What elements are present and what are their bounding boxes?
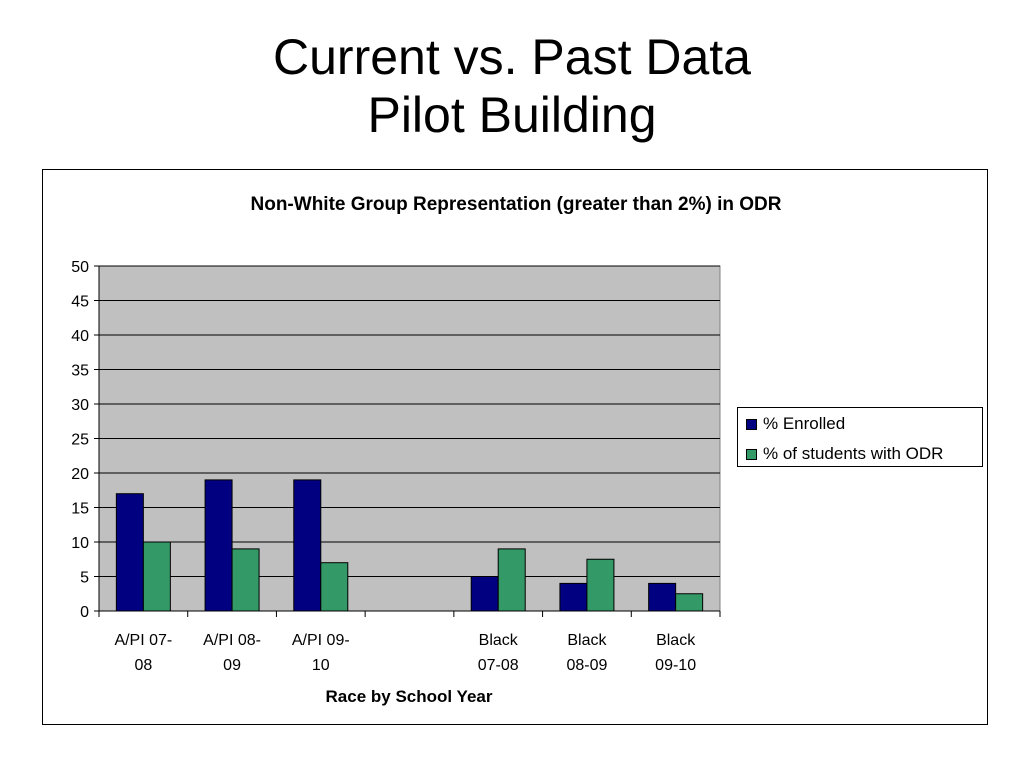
bar-odr	[142, 541, 171, 612]
x-axis-title: Race by School Year	[326, 687, 493, 706]
slide-title-line-2: Pilot Building	[367, 87, 657, 143]
slide-title: Current vs. Past Data Pilot Building	[0, 28, 1024, 144]
x-tick-label: Black	[567, 632, 607, 649]
y-tick-label: 45	[71, 294, 89, 311]
chart-legend: % Enrolled % of students with ODR	[737, 407, 983, 467]
y-tick-label: 50	[71, 259, 89, 276]
bar-odr	[320, 562, 349, 612]
bar-odr	[586, 558, 615, 612]
y-tick-label: 5	[80, 570, 89, 587]
bar-enrolled	[470, 576, 499, 612]
x-tick-label: Black	[656, 632, 696, 649]
bar-odr	[675, 593, 704, 612]
bar-enrolled	[559, 582, 588, 612]
y-tick-label: 35	[71, 363, 89, 380]
y-tick-label: 25	[71, 432, 89, 449]
bar-enrolled	[204, 479, 233, 612]
legend-item-enrolled: % Enrolled	[746, 414, 845, 434]
x-tick-label: 08-09	[566, 657, 607, 674]
y-tick-label: 15	[71, 501, 89, 518]
bar-chart: Non-White Group Representation (greater …	[71, 194, 782, 706]
x-tick-label: 10	[312, 657, 330, 674]
y-tick-label: 0	[80, 604, 89, 621]
chart-title: Non-White Group Representation (greater …	[251, 194, 782, 215]
slide-title-line-1: Current vs. Past Data	[273, 29, 751, 85]
x-tick-label: 08	[134, 657, 152, 674]
x-tick-label: A/PI 07-	[114, 632, 172, 649]
y-tick-label: 30	[71, 397, 89, 414]
x-tick-label: Black	[479, 632, 519, 649]
legend-item-odr: % of students with ODR	[746, 444, 943, 464]
bar-odr	[497, 548, 526, 612]
x-tick-label: A/PI 08-	[203, 632, 261, 649]
x-tick-label: 09	[223, 657, 241, 674]
legend-swatch-odr	[746, 448, 757, 460]
bar-odr	[231, 548, 260, 612]
legend-swatch-enrolled	[746, 418, 757, 430]
y-tick-label: 40	[71, 328, 89, 345]
x-tick-label: 07-08	[478, 657, 519, 674]
chart-frame: Non-White Group Representation (greater …	[42, 169, 988, 725]
x-tick-label: A/PI 09-	[292, 632, 350, 649]
bar-enrolled	[293, 479, 322, 612]
x-tick-label: 09-10	[655, 657, 696, 674]
legend-label-enrolled: % Enrolled	[763, 414, 846, 433]
bar-enrolled	[648, 582, 677, 612]
bar-enrolled	[115, 493, 144, 612]
legend-label-odr: % of students with ODR	[763, 444, 944, 463]
plot-area: 0 5 10 15 20 25 30 35 40 45 50 A/PI 07- 08 A/PI 08- 09…	[71, 259, 721, 674]
y-tick-label: 20	[71, 466, 89, 483]
y-tick-label: 10	[71, 535, 89, 552]
